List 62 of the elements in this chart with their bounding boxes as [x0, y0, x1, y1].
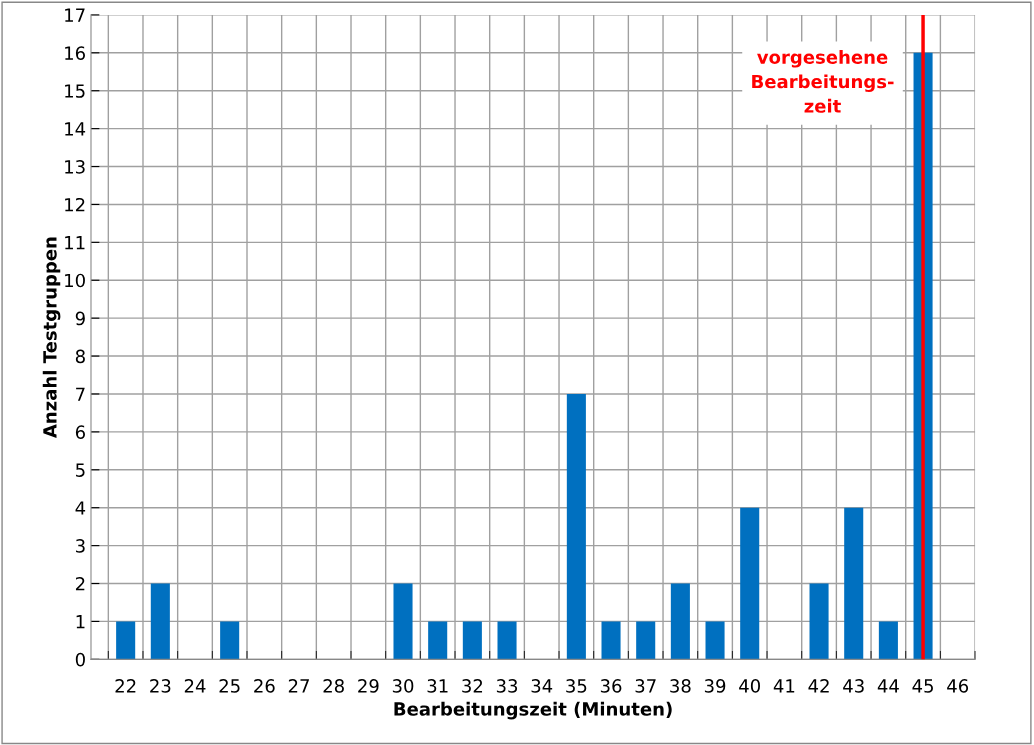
- x-axis-title: Bearbeitungszeit (Minuten): [394, 701, 672, 720]
- x-tick-label: 46: [947, 679, 969, 693]
- y-tick-label: 3: [76, 539, 85, 553]
- bar: [150, 583, 170, 660]
- bar: [393, 583, 413, 660]
- bar: [809, 583, 829, 660]
- x-tick-label: 31: [427, 679, 448, 693]
- x-tick-label: 39: [704, 679, 726, 693]
- bar: [220, 621, 240, 660]
- y-tick-label: 13: [65, 159, 85, 174]
- y-tick-label: 7: [76, 387, 85, 401]
- ref-line-label: vorgesehene Bearbeitungs- zeit: [752, 49, 894, 113]
- x-tick-label: 23: [150, 679, 171, 693]
- x-tick-label: 36: [600, 679, 622, 693]
- x-tick-label: 27: [288, 679, 309, 693]
- bar: [670, 583, 690, 660]
- bar: [566, 393, 586, 660]
- x-tick-label: 30: [392, 679, 414, 693]
- x-tick-label: 29: [358, 679, 379, 693]
- bar: [705, 621, 725, 660]
- y-axis-title: Anzahl Testgruppen: [42, 237, 61, 439]
- y-tick-label: 4: [75, 501, 86, 515]
- x-tick-label: 26: [254, 679, 275, 693]
- x-tick-label: 37: [635, 679, 656, 693]
- bar: [116, 621, 136, 660]
- x-tick-label: 32: [462, 679, 483, 693]
- y-tick-label: 11: [65, 236, 85, 250]
- x-tick-label: 42: [808, 679, 829, 693]
- x-tick-label: 38: [670, 679, 691, 693]
- x-tick-label: 34: [531, 679, 553, 693]
- y-tick-label: 16: [65, 46, 85, 60]
- x-tick-label: 45: [912, 679, 933, 693]
- y-tick-label: 15: [65, 84, 85, 98]
- y-tick-label: 17: [65, 8, 85, 22]
- bar: [878, 621, 898, 660]
- y-tick-label: 14: [65, 122, 86, 136]
- bar: [636, 621, 656, 660]
- x-tick-label: 44: [877, 679, 899, 693]
- x-tick-label: 41: [773, 679, 795, 693]
- x-tick-label: 24: [184, 679, 206, 693]
- x-tick-label: 40: [739, 679, 760, 693]
- x-tick-label: 33: [496, 679, 518, 693]
- y-tick-label: 2: [75, 576, 85, 591]
- y-tick-label: 12: [65, 197, 85, 212]
- x-tick-label: 22: [115, 679, 136, 693]
- y-tick-label: 10: [65, 273, 85, 288]
- x-tick-label: 25: [219, 679, 240, 693]
- y-tick-label: 6: [75, 425, 85, 439]
- bar: [844, 507, 864, 660]
- y-tick-label: 8: [75, 349, 85, 364]
- x-tick-label: 35: [566, 679, 587, 693]
- bar: [497, 621, 517, 660]
- x-tick-label: 43: [843, 679, 864, 693]
- bar: [601, 621, 621, 660]
- bar: [740, 507, 760, 660]
- bar: [428, 621, 448, 660]
- y-tick-label: 5: [76, 463, 85, 477]
- y-tick-label: 0: [75, 652, 85, 667]
- y-tick-label: 1: [76, 615, 85, 629]
- x-tick-label: 28: [323, 679, 344, 693]
- bar: [462, 621, 482, 660]
- y-tick-label: 9: [75, 311, 85, 326]
